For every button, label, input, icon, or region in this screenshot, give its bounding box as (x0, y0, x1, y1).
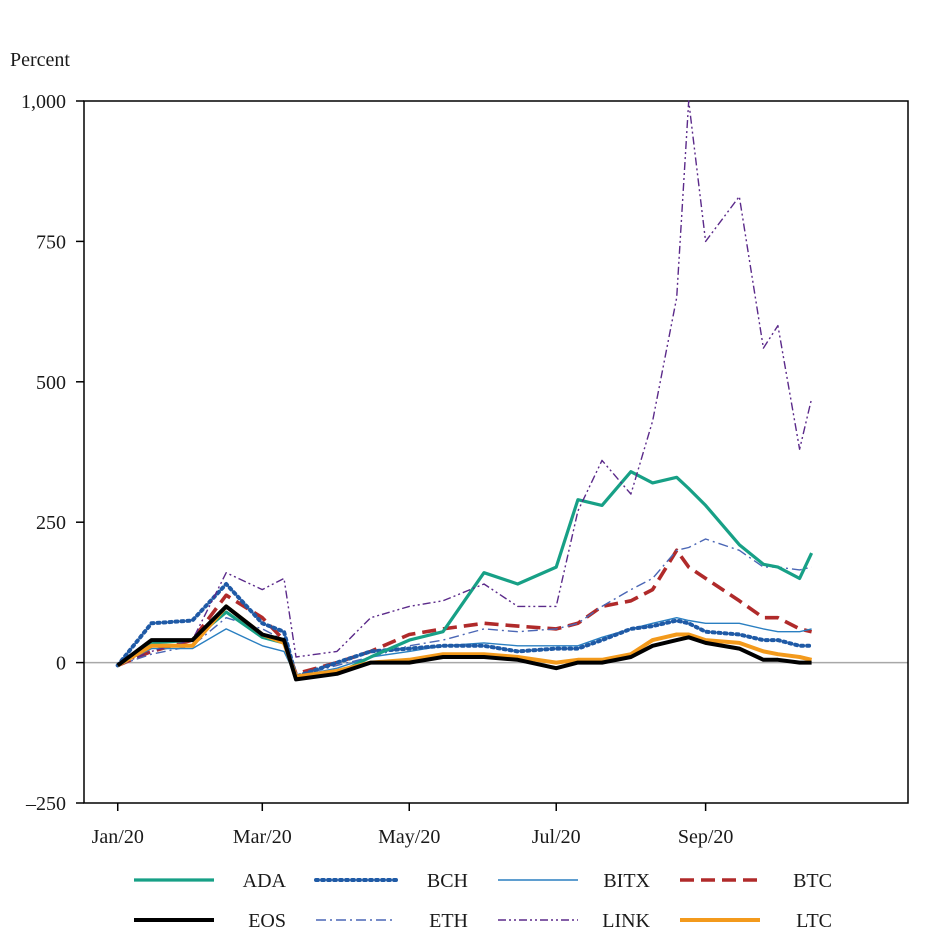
legend: ADA BCH BITX BTC EOS ETH LINK LTC (134, 870, 832, 932)
legend-label-btc: BTC (793, 870, 832, 892)
series-line-link (117, 100, 813, 667)
series-line-btc (117, 548, 813, 676)
series-line-bch (115, 582, 814, 679)
series-line-eth (117, 538, 812, 678)
legend-label-eth: ETH (429, 910, 468, 932)
x-tick-label: Mar/20 (233, 826, 292, 848)
x-tick-label: Sep/20 (678, 826, 734, 848)
legend-label-eos: EOS (248, 910, 286, 932)
legend-label-ada: ADA (243, 870, 287, 892)
y-axis: –250 0 250 500 750 1,000 (21, 91, 84, 815)
y-tick-label: 500 (36, 372, 66, 394)
series-layer (115, 100, 814, 682)
legend-label-bitx: BITX (603, 870, 650, 892)
y-tick-label: 1,000 (21, 91, 66, 113)
legend-label-ltc: LTC (796, 910, 832, 932)
x-tick-label: May/20 (378, 826, 440, 848)
x-tick-label: Jan/20 (92, 826, 144, 848)
y-tick-label: –250 (25, 793, 66, 815)
y-tick-label: 250 (36, 512, 66, 534)
series-line-ada (116, 470, 814, 682)
x-tick-label: Jul/20 (532, 826, 581, 848)
legend-label-link: LINK (602, 910, 650, 932)
legend-label-bch: BCH (427, 870, 468, 892)
series-line-bitx (117, 617, 812, 678)
y-tick-label: 0 (56, 653, 66, 675)
series-line-eos (116, 604, 812, 682)
x-axis: Jan/20 Mar/20 May/20 Jul/20 Sep/20 (92, 803, 734, 848)
y-tick-label: 750 (36, 231, 66, 253)
plot-frame (83, 100, 909, 804)
y-axis-label: Percent (10, 49, 70, 71)
